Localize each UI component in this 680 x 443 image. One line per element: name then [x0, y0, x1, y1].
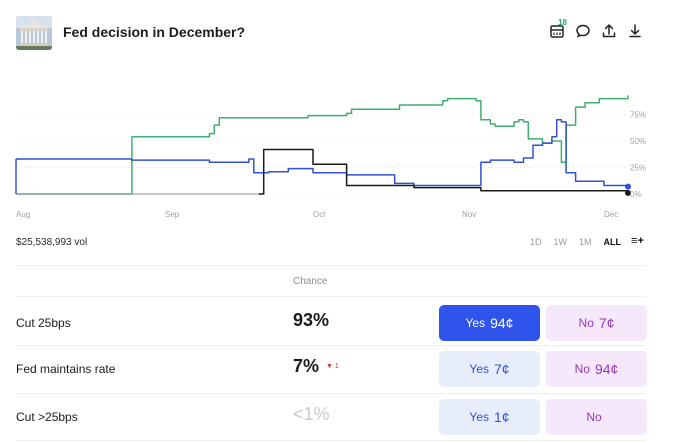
y-tick-label: 50%: [630, 137, 646, 146]
yes-price: 94¢: [490, 315, 514, 331]
no-label: No: [574, 362, 590, 376]
outcome-row-cut-over-25bps[interactable]: Cut >25bps <1% Yes 1¢ No: [0, 394, 680, 438]
outcome-chance: 93%: [293, 310, 330, 330]
series-line-1: [16, 119, 629, 187]
divider: [16, 393, 646, 394]
range-1d[interactable]: 1D: [530, 237, 542, 247]
x-tick-label: Sep: [165, 210, 180, 219]
x-tick-label: Dec: [604, 210, 618, 219]
yes-label: Yes: [469, 362, 489, 376]
divider: [16, 440, 646, 441]
price-history-chart[interactable]: 0% 25% 50% 75% Aug Sep Oct Nov Dec: [0, 56, 680, 226]
comments-badge: 18: [558, 18, 567, 27]
download-icon: [629, 24, 641, 38]
y-tick-label: 0%: [630, 190, 642, 199]
x-tick-label: Nov: [462, 210, 476, 219]
outcome-row-fed-maintains-rate[interactable]: Fed maintains rate 7% ▼ 1 Yes 7¢ No 94¢: [0, 346, 680, 390]
time-range-selector: 1D 1W 1M ALL ≡+: [530, 235, 644, 247]
divider: [16, 345, 646, 346]
outcome-label: Cut 25bps: [16, 316, 71, 330]
market-title: Fed decision in December?: [63, 24, 246, 40]
buy-no-button[interactable]: No 7¢: [546, 305, 647, 341]
chance-column-header: Chance: [293, 276, 328, 287]
yes-price: 1¢: [494, 409, 510, 425]
y-tick-label: 25%: [630, 164, 646, 173]
range-1w[interactable]: 1W: [553, 237, 568, 247]
range-all[interactable]: ALL: [603, 237, 622, 247]
buy-yes-button[interactable]: Yes 7¢: [439, 351, 540, 387]
outcome-chance: 7%: [293, 356, 320, 376]
calendar-button[interactable]: 18: [548, 18, 567, 40]
no-price: 94¢: [594, 361, 619, 377]
outcome-row-cut-25bps[interactable]: Cut 25bps 93% Yes 94¢ No 7¢: [0, 300, 680, 344]
price-chart-svg: 0% 25% 50% 75% Aug Sep Oct Nov Dec: [15, 95, 646, 220]
buy-no-button[interactable]: No: [546, 399, 647, 435]
range-1m[interactable]: 1M: [579, 237, 592, 247]
chance-change-indicator: ▼ 1: [326, 363, 339, 370]
outcome-label: Fed maintains rate: [16, 362, 116, 376]
divider: [16, 265, 646, 266]
download-button[interactable]: [626, 22, 644, 40]
divider: [16, 296, 646, 297]
outcome-chance: <1%: [293, 404, 330, 424]
no-price: 7¢: [598, 315, 615, 331]
yes-label: Yes: [465, 316, 486, 330]
volume-stat: $25,538,993 vol: [16, 237, 88, 248]
comment-icon: [576, 24, 590, 38]
share-button[interactable]: [600, 22, 618, 40]
series-endpoint-2: [625, 189, 632, 196]
yes-price: 7¢: [494, 361, 510, 377]
share-icon: [602, 24, 616, 38]
buy-no-button[interactable]: No 94¢: [546, 351, 647, 387]
x-tick-label: Aug: [16, 210, 30, 219]
calendar-icon: [550, 25, 564, 38]
buy-yes-button[interactable]: Yes 1¢: [439, 399, 540, 435]
market-thumbnail-image: [16, 16, 52, 50]
series-endpoint-1: [625, 183, 632, 190]
chart-series: [15, 95, 632, 196]
no-label: No: [578, 316, 594, 330]
chart-settings-icon[interactable]: ≡+: [631, 235, 644, 247]
comment-button[interactable]: [574, 22, 592, 40]
market-header: Fed decision in December? 18: [0, 0, 680, 64]
series-line-0: [16, 95, 629, 195]
buy-yes-button[interactable]: Yes 94¢: [439, 305, 540, 341]
y-tick-label: 75%: [630, 111, 646, 120]
outcome-label: Cut >25bps: [16, 410, 78, 424]
no-label: No: [586, 410, 602, 424]
series-line-2: [258, 148, 629, 195]
chart-grid: [16, 114, 626, 195]
header-actions: 18: [548, 18, 644, 40]
chart-labels: 0% 25% 50% 75% Aug Sep Oct Nov Dec: [16, 111, 646, 220]
yes-label: Yes: [469, 410, 489, 424]
x-tick-label: Oct: [313, 210, 326, 219]
